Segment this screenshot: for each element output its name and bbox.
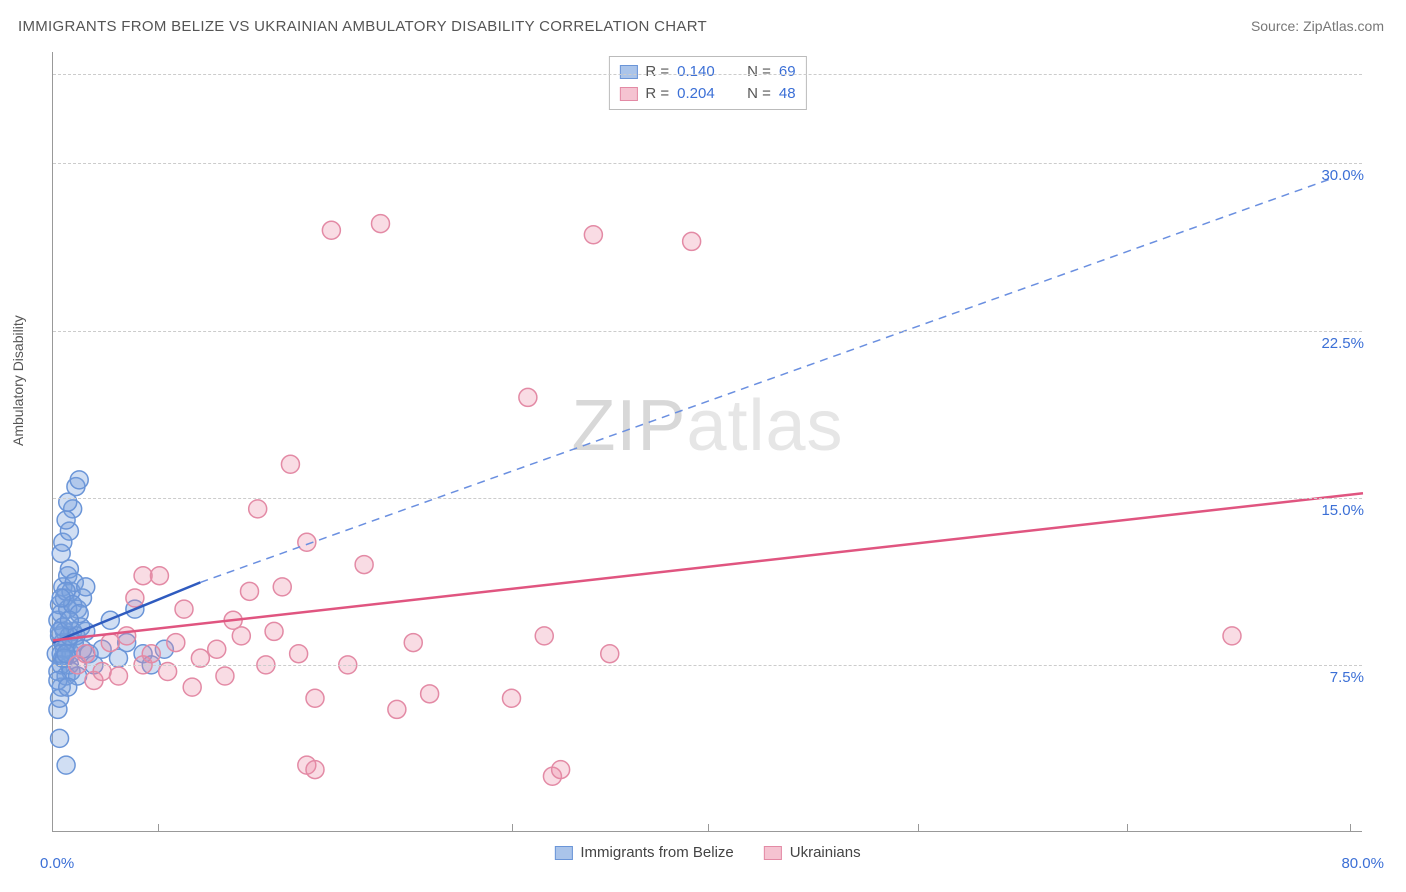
scatter-point: [57, 756, 75, 774]
legend-item: Immigrants from Belize: [554, 844, 733, 861]
scatter-point: [290, 645, 308, 663]
x-tick: [918, 824, 919, 832]
plot-svg: [53, 52, 1362, 831]
stat-R-label: R =: [645, 61, 669, 83]
scatter-point: [59, 678, 77, 696]
scatter-point: [77, 645, 95, 663]
stat-R-value: 0.204: [677, 83, 729, 105]
y-tick-label: 15.0%: [1321, 502, 1364, 519]
x-tick: [158, 824, 159, 832]
stat-N-value: 48: [779, 83, 796, 105]
scatter-point: [601, 645, 619, 663]
scatter-point: [57, 511, 75, 529]
scatter-point: [52, 589, 70, 607]
plot-area: ZIPatlas R = 0.140N = 69R = 0.204N = 48 …: [52, 52, 1362, 832]
x-min-label: 0.0%: [40, 855, 74, 872]
trend-line: [53, 493, 1363, 640]
scatter-point: [503, 689, 521, 707]
scatter-point: [216, 667, 234, 685]
stat-N-label: N =: [747, 83, 771, 105]
scatter-point: [126, 589, 144, 607]
scatter-point: [1223, 627, 1241, 645]
legend-swatch: [764, 846, 782, 860]
scatter-point: [59, 493, 77, 511]
trend-line-extension: [200, 179, 1330, 582]
scatter-point: [51, 729, 69, 747]
x-tick: [512, 824, 513, 832]
stats-row: R = 0.140 N = 69: [619, 61, 795, 83]
scatter-point: [175, 600, 193, 618]
scatter-point: [552, 761, 570, 779]
stats-row: R = 0.204 N = 48: [619, 83, 795, 105]
scatter-point: [110, 667, 128, 685]
scatter-point: [421, 685, 439, 703]
stat-N-label: N =: [747, 61, 771, 83]
stat-R-label: R =: [645, 83, 669, 105]
scatter-point: [584, 226, 602, 244]
y-tick-label: 7.5%: [1330, 669, 1364, 686]
x-max-label: 80.0%: [1341, 855, 1384, 872]
scatter-point: [306, 761, 324, 779]
y-axis-label: Ambulatory Disability: [10, 315, 26, 446]
source-label: Source: ZipAtlas.com: [1251, 18, 1384, 34]
scatter-point: [404, 634, 422, 652]
stats-box: R = 0.140 N = 69 R = 0.204 N = 48: [608, 56, 806, 110]
legend-item: Ukrainians: [764, 844, 861, 861]
scatter-point: [306, 689, 324, 707]
scatter-point: [208, 640, 226, 658]
stat-N-value: 69: [779, 61, 796, 83]
gridline: [53, 163, 1362, 164]
scatter-point: [372, 215, 390, 233]
scatter-point: [60, 611, 78, 629]
scatter-point: [77, 578, 95, 596]
scatter-point: [273, 578, 291, 596]
scatter-point: [142, 645, 160, 663]
scatter-point: [535, 627, 553, 645]
scatter-point: [388, 700, 406, 718]
legend-label: Ukrainians: [790, 844, 861, 861]
scatter-point: [241, 582, 259, 600]
scatter-point: [183, 678, 201, 696]
x-tick: [1127, 824, 1128, 832]
chart-title: IMMIGRANTS FROM BELIZE VS UKRAINIAN AMBU…: [18, 18, 707, 35]
scatter-point: [683, 232, 701, 250]
scatter-point: [150, 567, 168, 585]
scatter-point: [322, 221, 340, 239]
scatter-point: [249, 500, 267, 518]
x-tick: [1350, 824, 1351, 832]
gridline-top: [53, 74, 1362, 75]
scatter-point: [281, 455, 299, 473]
scatter-point: [265, 622, 283, 640]
scatter-point: [232, 627, 250, 645]
correlation-chart: IMMIGRANTS FROM BELIZE VS UKRAINIAN AMBU…: [0, 0, 1406, 892]
scatter-point: [167, 634, 185, 652]
scatter-point: [118, 627, 136, 645]
legend-swatch: [554, 846, 572, 860]
stat-R-value: 0.140: [677, 61, 729, 83]
gridline: [53, 331, 1362, 332]
gridline: [53, 498, 1362, 499]
x-tick: [708, 824, 709, 832]
gridline: [53, 665, 1362, 666]
scatter-point: [101, 634, 119, 652]
y-tick-label: 30.0%: [1321, 167, 1364, 184]
scatter-point: [519, 388, 537, 406]
scatter-point: [134, 567, 152, 585]
scatter-point: [70, 471, 88, 489]
legend-swatch: [619, 65, 637, 79]
legend-swatch: [619, 87, 637, 101]
y-tick-label: 22.5%: [1321, 335, 1364, 352]
legend-label: Immigrants from Belize: [580, 844, 733, 861]
scatter-point: [355, 556, 373, 574]
bottom-legend: Immigrants from Belize Ukrainians: [554, 844, 860, 861]
